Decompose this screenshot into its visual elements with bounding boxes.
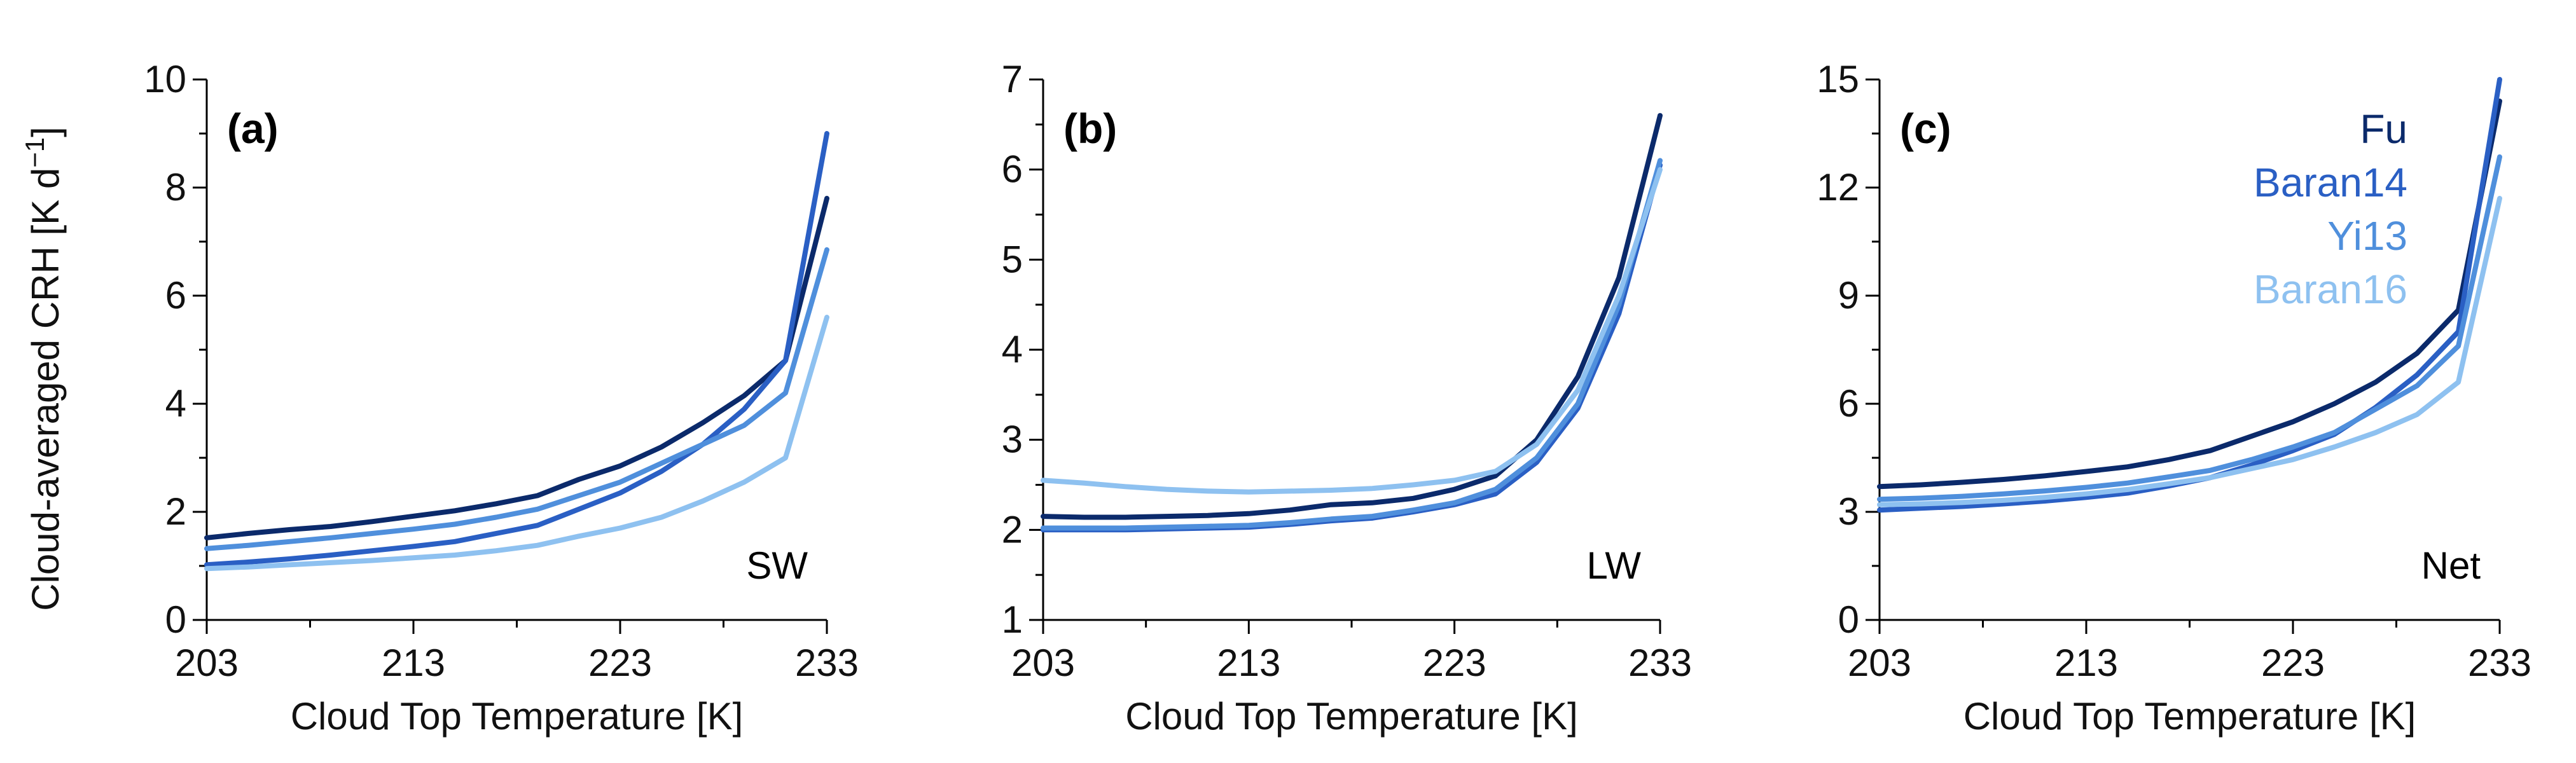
x-tick-label: 233 bbox=[1628, 642, 1692, 684]
y-tick-label: 5 bbox=[1002, 238, 1023, 280]
y-tick-label: 6 bbox=[165, 274, 186, 317]
x-tick-label: 223 bbox=[588, 642, 652, 684]
y-tick-label: 0 bbox=[1838, 598, 1859, 641]
legend-entry-fu: Fu bbox=[2360, 106, 2407, 152]
x-tick-label: 203 bbox=[1848, 642, 1911, 684]
y-tick-label: 2 bbox=[1002, 508, 1023, 551]
x-tick-label: 213 bbox=[2054, 642, 2118, 684]
x-tick-label: 233 bbox=[2468, 642, 2531, 684]
panel-tag: Net bbox=[2421, 544, 2481, 587]
x-tick-label: 203 bbox=[1011, 642, 1075, 684]
x-tick-label: 223 bbox=[1423, 642, 1486, 684]
x-axis-title: Cloud Top Temperature [K] bbox=[291, 695, 744, 738]
y-tick-label: 15 bbox=[1817, 58, 1859, 100]
y-tick-label: 8 bbox=[165, 166, 186, 209]
legend-entry-yi13: Yi13 bbox=[2327, 213, 2407, 259]
legend-entry-baran16: Baran16 bbox=[2254, 266, 2407, 312]
y-axis-title: Cloud-averaged CRH [K d−1] bbox=[20, 127, 67, 611]
y-axis-title-main: Cloud-averaged CRH [K d bbox=[24, 168, 67, 611]
legend-entry-baran14: Baran14 bbox=[2254, 160, 2407, 205]
series-line-fu bbox=[204, 196, 829, 540]
y-tick-label: 0 bbox=[165, 598, 186, 641]
series-line-baran16 bbox=[204, 315, 829, 572]
panel-c: 0 3 6 9 12 15 203 213 223 233 Cloud Top Temperatur… bbox=[1817, 58, 2531, 738]
y-tick-label: 6 bbox=[1002, 148, 1023, 191]
x-axis-title: Cloud Top Temperature [K] bbox=[1125, 695, 1578, 738]
y-tick-label: 6 bbox=[1838, 382, 1859, 425]
x-axis-title: Cloud Top Temperature [K] bbox=[1963, 695, 2416, 738]
y-tick-label: 4 bbox=[165, 382, 186, 425]
series-line-yi13 bbox=[1041, 158, 1663, 531]
panel-letter: (b) bbox=[1063, 105, 1117, 152]
series-line-baran16 bbox=[1041, 167, 1663, 495]
series-line-fu bbox=[1877, 99, 2502, 490]
series-line-baran14 bbox=[204, 131, 829, 568]
x-tick-label: 213 bbox=[1217, 642, 1280, 684]
y-tick-label: 1 bbox=[1002, 598, 1023, 641]
y-tick-label: 9 bbox=[1838, 274, 1859, 317]
x-tick-label: 233 bbox=[795, 642, 859, 684]
y-axis-title-exp: −1 bbox=[20, 137, 50, 168]
y-tick-label: 4 bbox=[1002, 328, 1023, 371]
y-axis-title-end: ] bbox=[24, 127, 67, 137]
series-line-baran14 bbox=[1041, 162, 1663, 533]
y-tick-label: 10 bbox=[144, 58, 186, 100]
y-tick-label: 7 bbox=[1002, 58, 1023, 100]
y-tick-label: 3 bbox=[1838, 490, 1859, 533]
series-line-yi13 bbox=[204, 247, 829, 551]
x-tick-label: 203 bbox=[175, 642, 239, 684]
panel-a: 0 2 4 6 8 10 203 213 223 233 Cloud Top Temperature… bbox=[144, 58, 859, 738]
y-tick-label: 12 bbox=[1817, 166, 1859, 209]
panel-tag: SW bbox=[746, 544, 808, 587]
x-tick-label: 213 bbox=[382, 642, 445, 684]
y-tick-label: 2 bbox=[165, 490, 186, 533]
x-tick-label: 223 bbox=[2261, 642, 2325, 684]
series-line-yi13 bbox=[1877, 154, 2502, 502]
panel-letter: (a) bbox=[227, 105, 279, 152]
panel-tag: LW bbox=[1586, 544, 1641, 587]
panel-b: 1 2 3 4 5 6 7 203 213 223 233 Cloud Top Temperature… bbox=[1002, 58, 1692, 738]
series-line-baran16 bbox=[1877, 196, 2502, 507]
y-tick-label: 3 bbox=[1002, 418, 1023, 461]
series-line-fu bbox=[1041, 113, 1663, 520]
panel-letter: (c) bbox=[1900, 105, 1951, 152]
